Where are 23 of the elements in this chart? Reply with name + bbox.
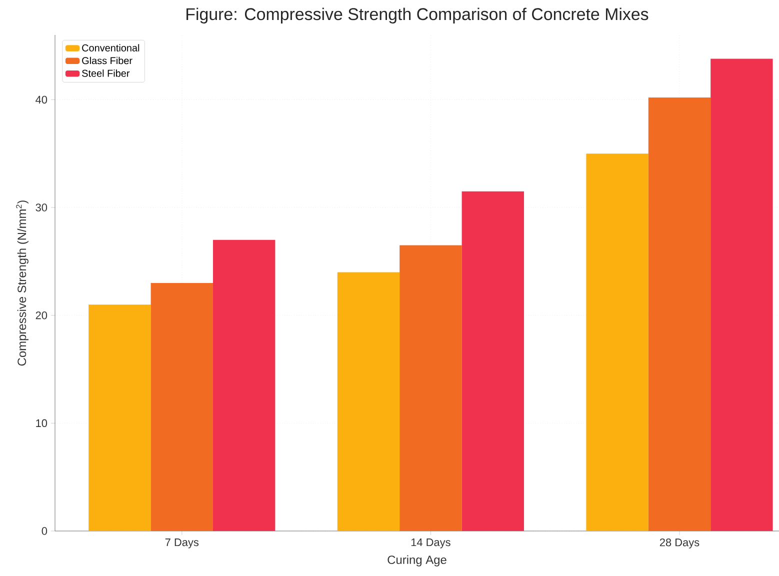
legend-label: Steel Fiber (82, 70, 130, 77)
bar (337, 272, 400, 531)
bar (400, 245, 462, 531)
x-axis-title: Curing Age (388, 555, 446, 566)
bar (586, 154, 648, 531)
bar (710, 58, 773, 531)
y-tick-label: 30 (36, 204, 48, 212)
bar (150, 283, 213, 531)
bar (462, 191, 524, 531)
x-tick-label: 28 Days (660, 538, 700, 548)
x-tick-label: 14 Days (411, 538, 450, 548)
chart-title: Figure: Compressive Strength Comparison of Concrete Mixes (186, 8, 648, 24)
x-tick-label: 7 Days (165, 538, 199, 548)
y-tick-label: 20 (36, 311, 48, 320)
y-tick-label: 10 (36, 419, 48, 428)
bar (88, 304, 151, 531)
legend-label: Glass Fiber (82, 56, 132, 64)
y-axis-title: Compressive Strength (N/mm$^{2}$) (16, 200, 28, 366)
bar (648, 98, 711, 531)
y-tick-label: 40 (36, 96, 48, 104)
y-tick-label: 0 (42, 527, 48, 535)
bar (212, 240, 276, 531)
legend-label: Conventional (82, 44, 140, 52)
